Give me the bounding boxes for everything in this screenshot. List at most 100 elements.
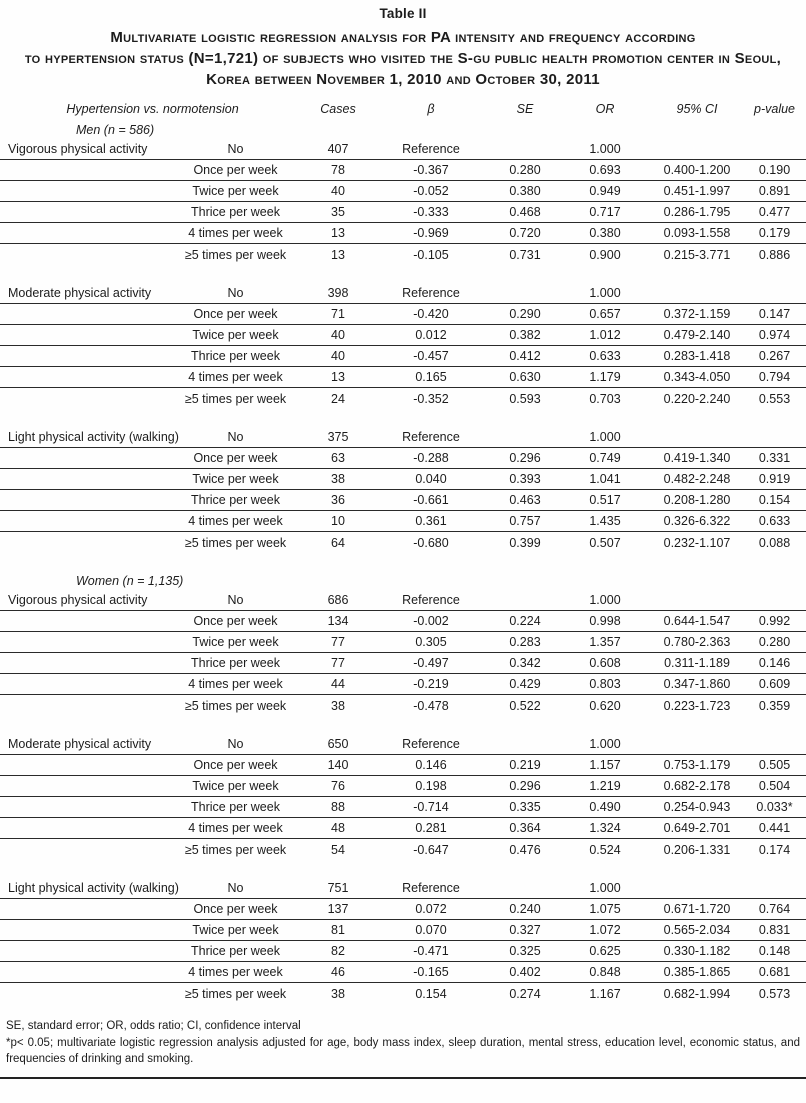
cell-frequency: ≥5 times per week [184,535,287,550]
cell-se: 0.240 [509,902,541,916]
cell-beta: 0.072 [415,902,447,916]
cell-beta: -0.647 [413,842,449,857]
cell-frequency: Thrice per week [191,656,280,670]
table-row: 4 times per week 48 0.281 0.364 1.324 0.649-2… [0,818,806,839]
cell-pvalue: 0.146 [758,656,791,670]
cell-se: 0.393 [509,472,541,486]
cell-se: 0.463 [509,493,541,507]
cell-cases: 78 [331,163,345,177]
table-row: Once per week 134 -0.002 0.224 0.998 0.644-1.… [0,611,806,632]
cell-ci: 0.286-1.795 [663,205,731,219]
cell-cases: 77 [331,656,345,670]
cell-ci: 0.311-1.189 [664,656,730,670]
cell-frequency: Thrice per week [191,944,280,958]
cell-cases: 137 [327,902,349,916]
table-row: Light physical activity (walking) No 751 Re… [0,878,806,899]
cell-or: 1.072 [589,923,621,937]
cell-cases: 54 [331,842,345,857]
table-row: ≥5 times per week 13 -0.105 0.731 0.900 0.215… [0,244,806,265]
cell-pvalue: 0.331 [758,451,791,465]
cell-ci: 0.330-1.182 [663,944,731,958]
cell-ci: 0.208-1.280 [663,493,731,507]
cell-se: 0.325 [509,944,541,958]
cell-beta: -0.457 [413,349,449,363]
cell-ci: 0.283-1.418 [663,349,731,363]
column-header-pvalue: p-value [754,102,795,116]
cell-ci: 0.220-2.240 [663,391,731,406]
cell-frequency: 4 times per week [188,514,283,528]
cell-or: 0.949 [589,184,621,198]
activity-label: Light physical activity (walking) [8,430,179,444]
table-header-row: Hypertension vs. normotension Cases β SE… [0,99,806,119]
bottom-rule [0,1076,806,1079]
cell-cases: 650 [327,737,349,751]
cell-frequency: 4 times per week [188,965,283,979]
table-row: 4 times per week 10 0.361 0.757 1.435 0.326-6… [0,511,806,532]
cell-or: 0.517 [589,493,621,507]
cell-or: 0.803 [589,677,621,691]
cell-cases: 38 [331,472,345,486]
cell-beta: Reference [402,142,460,156]
cell-or: 1.435 [589,514,621,528]
cell-pvalue: 0.179 [758,226,791,240]
cell-beta: -0.288 [413,451,449,465]
column-header-cases: Cases [320,102,356,116]
cell-ci: 0.482-2.248 [663,472,731,486]
cell-cases: 71 [331,307,345,321]
cell-beta: -0.002 [413,614,449,628]
cell-frequency: ≥5 times per week [184,247,287,262]
cell-beta: -0.497 [413,656,449,670]
cell-cases: 64 [331,535,345,550]
cell-pvalue: 0.441 [758,821,791,835]
cell-se: 0.335 [509,800,541,814]
table-row: Moderate physical activity No 398 Reference… [0,283,806,304]
cell-se: 0.380 [509,184,541,198]
table-row: Vigorous physical activity No 686 Reference… [0,590,806,611]
cell-cases: 407 [327,142,349,156]
cell-cases: 40 [331,349,345,363]
cell-frequency: Once per week [193,758,278,772]
cell-ci: 0.326-6.322 [663,514,731,528]
cell-cases: 13 [331,247,345,262]
cell-or: 1.357 [589,635,621,649]
cell-pvalue: 0.477 [758,205,791,219]
cell-frequency: Once per week [193,902,278,916]
cell-frequency: No [227,286,244,300]
cell-cases: 63 [331,451,345,465]
cell-ci: 0.451-1.997 [663,184,731,198]
cell-frequency: Once per week [193,451,278,465]
cell-ci: 0.682-2.178 [663,779,731,793]
activity-label: Vigorous physical activity [8,142,148,156]
activity-block: Moderate physical activity No 398 Reference… [0,283,806,409]
table-row: Once per week 63 -0.288 0.296 0.749 0.419-1.3… [0,448,806,469]
table-row: 4 times per week 13 -0.969 0.720 0.380 0.093-… [0,223,806,244]
table-title-line-2: to hypertension status (N=1,721) of subj… [24,50,782,67]
cell-pvalue: 0.992 [758,614,791,628]
table-row: Thrice per week 36 -0.661 0.463 0.517 0.208-1… [0,490,806,511]
cell-cases: 40 [331,184,345,198]
table-row: Thrice per week 35 -0.333 0.468 0.717 0.286-1… [0,202,806,223]
cell-or: 1.179 [589,370,621,384]
cell-pvalue: 0.088 [758,535,791,550]
cell-or: 1.219 [589,779,621,793]
cell-beta: Reference [402,286,460,300]
cell-pvalue: 0.681 [758,965,791,979]
cell-beta: 0.146 [415,758,447,772]
cell-frequency: No [227,142,244,156]
cell-se: 0.283 [509,635,541,649]
cell-beta: -0.333 [413,205,449,219]
cell-ci: 0.671-1.720 [663,902,731,916]
cell-se: 0.476 [509,842,541,857]
cell-beta: 0.305 [415,635,447,649]
cell-frequency: ≥5 times per week [184,986,287,1001]
cell-frequency: Twice per week [192,184,279,198]
table-row: Thrice per week 88 -0.714 0.335 0.490 0.254-0… [0,797,806,818]
cell-frequency: Thrice per week [191,205,280,219]
cell-ci: 0.780-2.363 [663,635,731,649]
cell-cases: 88 [331,800,345,814]
cell-frequency: Thrice per week [191,800,280,814]
group-label: Men (n = 586) [76,122,155,137]
cell-or: 1.000 [589,737,621,751]
column-header-ci: 95% CI [676,102,718,116]
table-row: ≥5 times per week 38 -0.478 0.522 0.620 0.223… [0,695,806,716]
